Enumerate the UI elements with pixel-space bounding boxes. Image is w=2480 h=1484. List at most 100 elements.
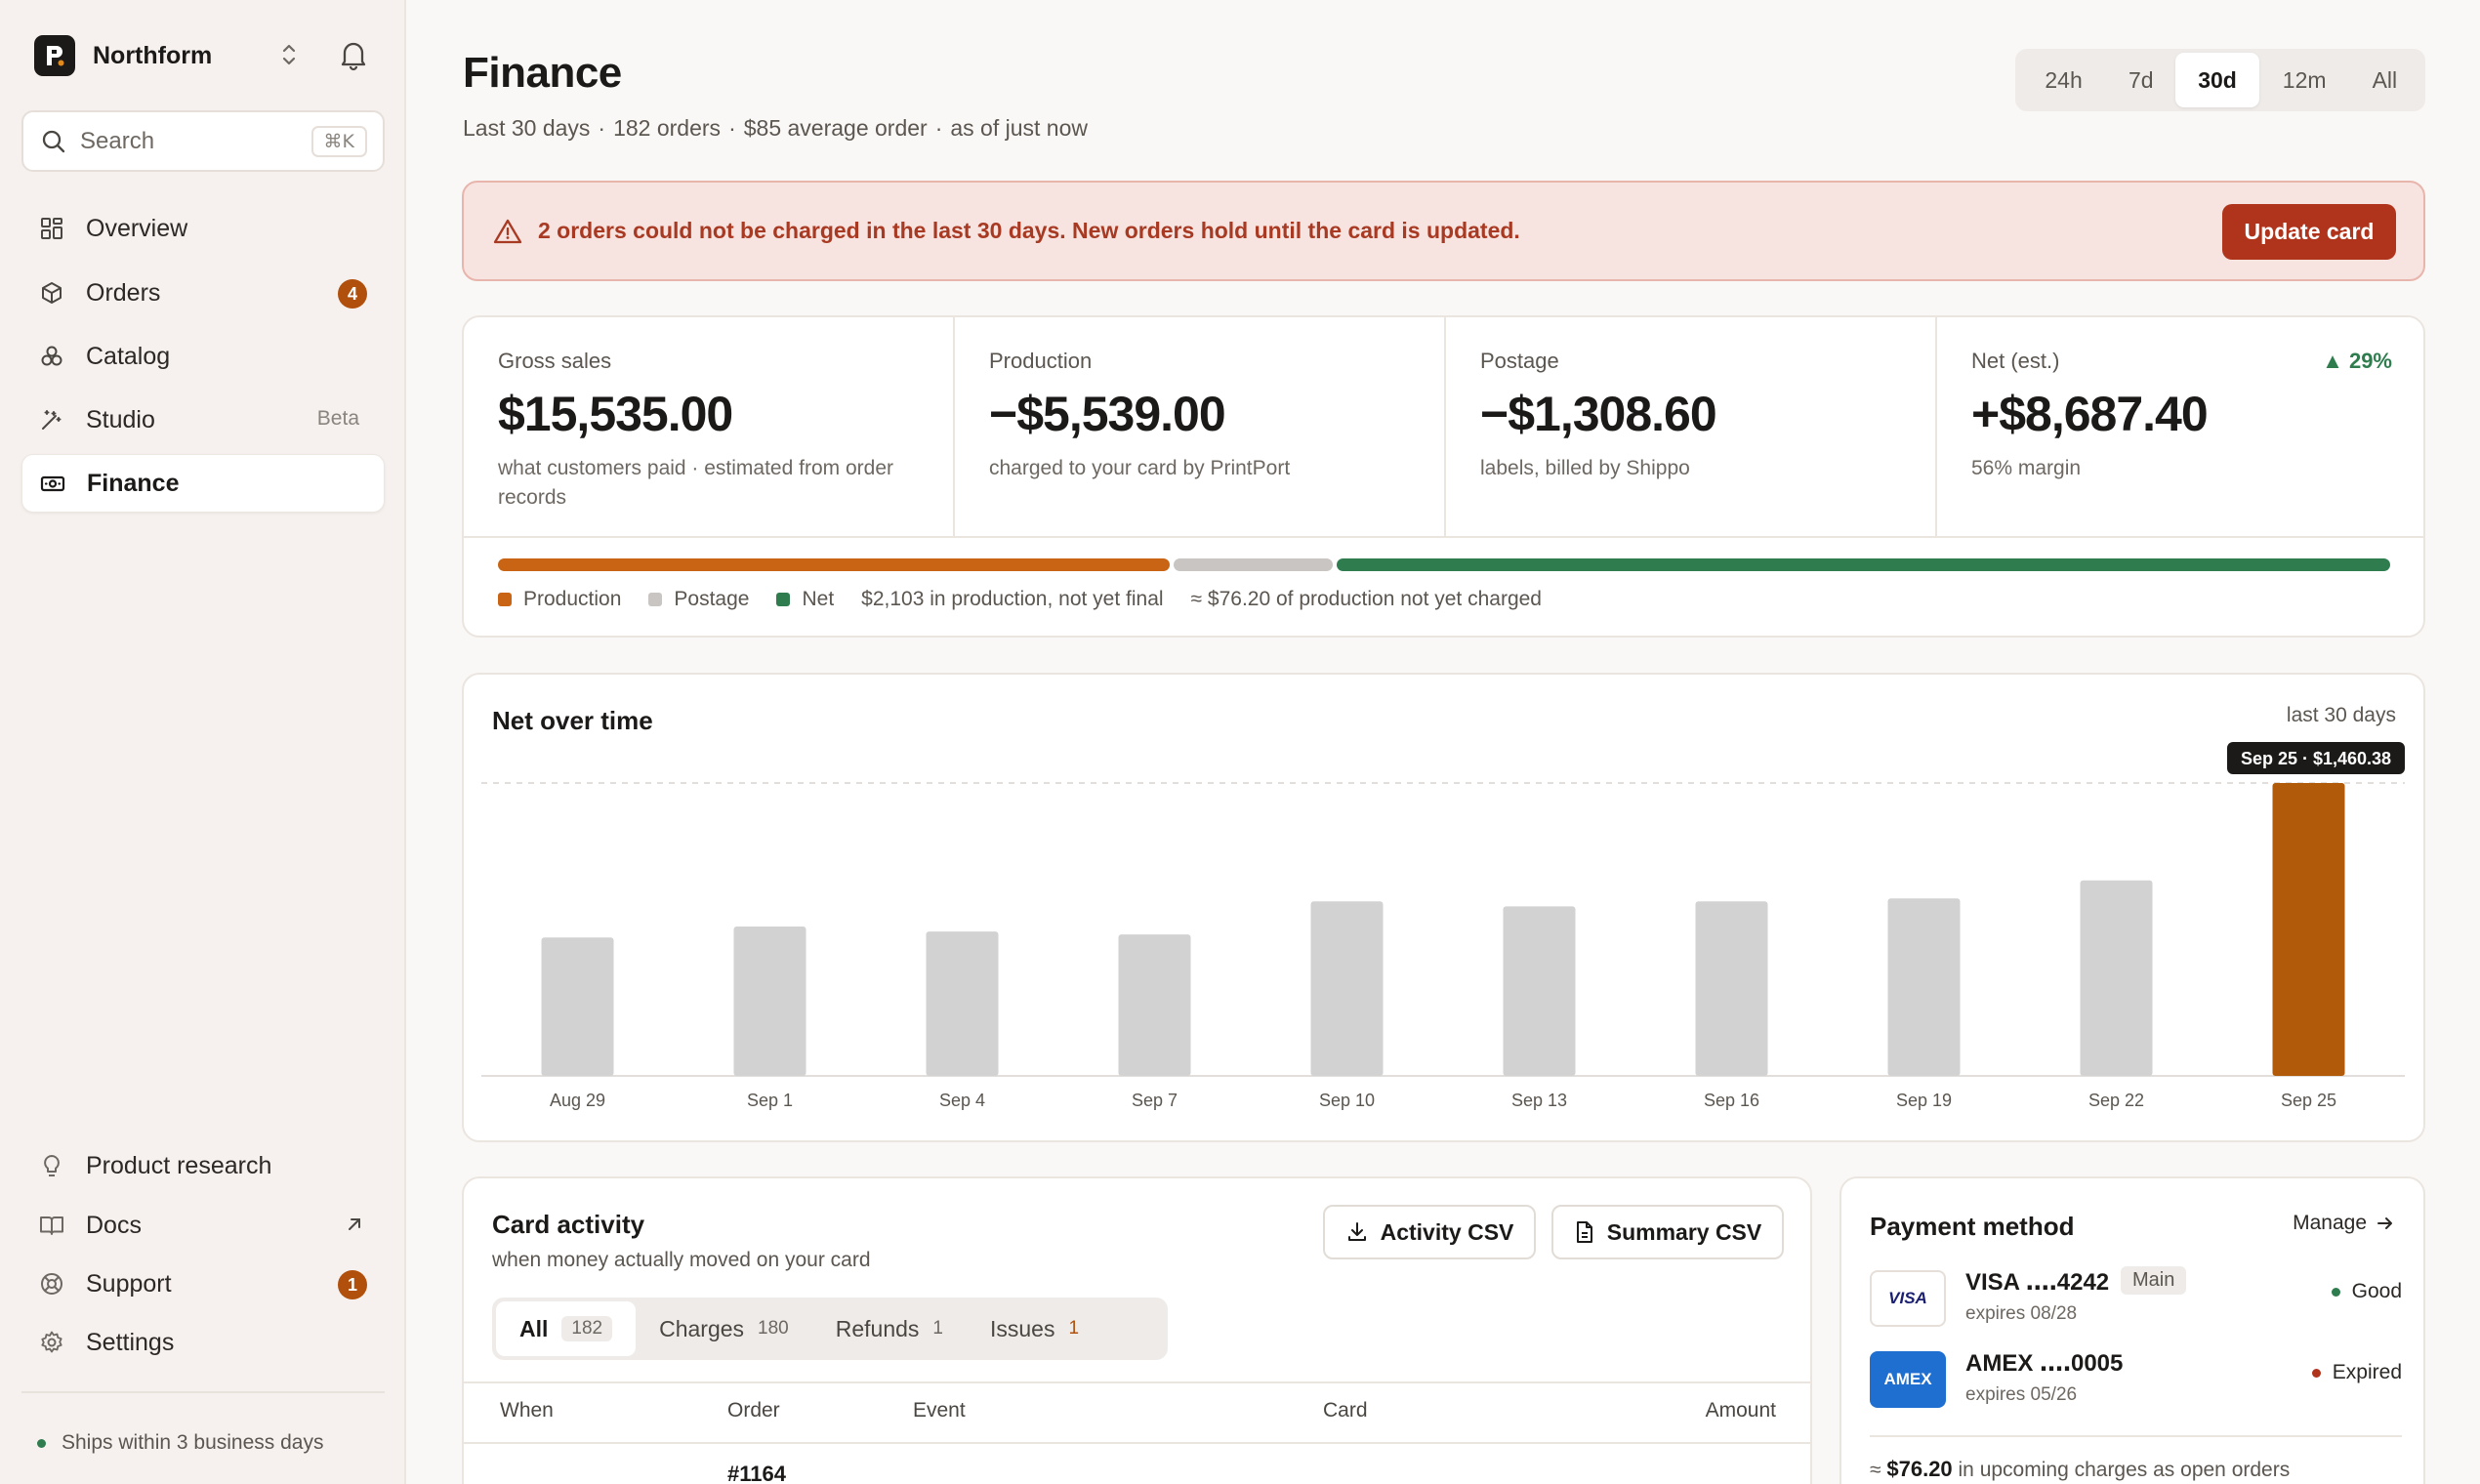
column-header-card[interactable]: Card bbox=[1323, 1399, 1368, 1422]
card-status: Expired bbox=[2311, 1361, 2402, 1384]
bell-icon[interactable] bbox=[336, 37, 371, 72]
x-tick-label: Sep 25 bbox=[2281, 1091, 2336, 1110]
page-subtitle: Last 30 days · 182 orders · $85 average or… bbox=[463, 115, 1088, 142]
ship-status-text: Ships within 3 business days bbox=[62, 1431, 324, 1454]
sidebar-item-label: Finance bbox=[87, 469, 180, 497]
net-change-badge: ▲ 29% bbox=[2322, 349, 2392, 373]
table-rule bbox=[464, 1381, 1810, 1383]
card-name: AMEX ․․․․0005 bbox=[1965, 1350, 2124, 1377]
search-shortcut: ⌘K bbox=[310, 126, 367, 157]
sidebar-item-finance[interactable]: Finance bbox=[21, 454, 385, 513]
card-activity-card: Card activity when money actually moved … bbox=[462, 1176, 1812, 1484]
tab-count: 1 bbox=[932, 1318, 943, 1339]
brand[interactable]: Northform bbox=[34, 35, 212, 76]
column-header-when[interactable]: When bbox=[500, 1399, 554, 1422]
range-toggle: 24h 7d 30d 12m All bbox=[2015, 49, 2425, 111]
range-12m[interactable]: 12m bbox=[2282, 66, 2327, 93]
separator: · bbox=[934, 115, 943, 141]
summary-csv-button[interactable]: Summary CSV bbox=[1551, 1205, 1784, 1259]
column-header-amount[interactable]: Amount bbox=[1705, 1399, 1776, 1422]
order-link[interactable]: #1164 bbox=[727, 1462, 786, 1484]
net-bar-chart: Aug 29 Sep 1 Sep 4 Sep 7 Sep 10 Sep 13 Sep 16 S… bbox=[481, 742, 2405, 1110]
search-input[interactable]: Search ⌘K bbox=[21, 110, 385, 172]
range-24h[interactable]: 24h bbox=[2045, 66, 2083, 93]
split-note-production: $2,103 in production, not yet final bbox=[861, 588, 1164, 610]
subtitle-updated: as of just now bbox=[950, 115, 1089, 141]
column-header-order[interactable]: Order bbox=[727, 1399, 780, 1422]
payment-method-amex[interactable]: AMEX AMEX ․․․․0005 expires 05/26 Expired bbox=[1870, 1349, 2402, 1410]
update-card-button[interactable]: Update card bbox=[2222, 204, 2396, 260]
stats-divider bbox=[464, 536, 2423, 538]
sidebar-item-orders[interactable]: Orders 4 bbox=[21, 264, 385, 322]
chart-bar[interactable] bbox=[2080, 880, 2153, 1076]
legend-swatch bbox=[776, 593, 791, 606]
manage-link[interactable]: Manage bbox=[2293, 1212, 2396, 1235]
page-title: Finance bbox=[463, 49, 622, 97]
range-7d[interactable]: 7d bbox=[2128, 66, 2154, 93]
lightbulb-icon bbox=[37, 1151, 66, 1180]
status-dot bbox=[2311, 1368, 2321, 1378]
sidebar-item-support[interactable]: Support 1 bbox=[21, 1255, 385, 1313]
x-tick-label: Aug 29 bbox=[550, 1091, 605, 1110]
stat-note: what customers paid · estimated from ord… bbox=[498, 457, 893, 509]
chart-title: Net over time bbox=[492, 706, 653, 735]
card-status: Good bbox=[2331, 1280, 2402, 1303]
sidebar-item-settings[interactable]: Settings bbox=[21, 1313, 385, 1372]
payment-alert: 2 orders could not be charged in the las… bbox=[462, 181, 2425, 281]
stats-card: Gross sales $15,535.00 what customers pa… bbox=[462, 315, 2425, 638]
payment-method-visa[interactable]: VISA VISA ․․․․4242 Main expires 08/28 Go… bbox=[1870, 1266, 2402, 1329]
payment-divider bbox=[1870, 1435, 2402, 1437]
chart-bar[interactable] bbox=[1695, 901, 1768, 1076]
wand-icon bbox=[37, 405, 66, 434]
book-icon bbox=[37, 1211, 66, 1240]
activity-title: Card activity bbox=[492, 1210, 645, 1239]
payment-title: Payment method bbox=[1870, 1212, 2075, 1241]
stack-icon bbox=[37, 342, 66, 371]
manage-label: Manage bbox=[2293, 1212, 2367, 1234]
stat-gross-sales: Gross sales $15,535.00 what customers pa… bbox=[464, 317, 955, 536]
x-tick-label: Sep 10 bbox=[1319, 1091, 1375, 1110]
legend-postage: Postage bbox=[648, 588, 749, 611]
subtitle-average: $85 average order bbox=[743, 115, 928, 141]
sidebar-item-label: Overview bbox=[86, 214, 188, 242]
activity-csv-button[interactable]: Activity CSV bbox=[1323, 1205, 1536, 1259]
tab-issues[interactable]: Issues 1 bbox=[967, 1301, 1102, 1356]
chart-bar[interactable] bbox=[2272, 783, 2345, 1076]
tab-charges[interactable]: Charges 180 bbox=[636, 1301, 812, 1356]
chart-bar[interactable] bbox=[541, 937, 614, 1076]
box-icon bbox=[37, 278, 66, 308]
stat-note: charged to your card by PrintPort bbox=[989, 457, 1291, 479]
card-expiry: expires 08/28 bbox=[1965, 1303, 2078, 1324]
chart-bar[interactable] bbox=[1118, 934, 1191, 1076]
range-all[interactable]: All bbox=[2372, 66, 2398, 93]
sidebar-item-product-research[interactable]: Product research bbox=[21, 1136, 385, 1195]
range-30d[interactable]: 30d bbox=[2175, 53, 2259, 107]
chart-bar[interactable] bbox=[733, 926, 806, 1076]
visa-logo-icon: VISA bbox=[1870, 1270, 1946, 1327]
sidebar-item-studio[interactable]: Studio Beta bbox=[21, 391, 385, 449]
chart-bar[interactable] bbox=[1503, 906, 1576, 1076]
x-tick-label: Sep 7 bbox=[1132, 1091, 1178, 1110]
tab-all[interactable]: All 182 bbox=[496, 1301, 637, 1356]
column-header-event[interactable]: Event bbox=[913, 1399, 966, 1422]
sidebar-item-catalog[interactable]: Catalog bbox=[21, 327, 385, 386]
sidebar-item-docs[interactable]: Docs bbox=[21, 1196, 385, 1255]
download-icon bbox=[1347, 1222, 1366, 1241]
stat-label: Net (est.) bbox=[1971, 349, 2060, 373]
tab-label: All bbox=[519, 1315, 549, 1341]
arrow-right-icon bbox=[2377, 1217, 2392, 1229]
payment-method-card: Payment method Manage VISA VISA ․․․․4242… bbox=[1839, 1176, 2425, 1484]
sidebar-item-overview[interactable]: Overview bbox=[21, 199, 385, 258]
chart-bar[interactable] bbox=[1310, 901, 1384, 1076]
split-bar bbox=[498, 558, 2390, 571]
x-tick-label: Sep 13 bbox=[1511, 1091, 1567, 1110]
separator: · bbox=[598, 115, 606, 141]
tab-refunds[interactable]: Refunds 1 bbox=[812, 1301, 967, 1356]
x-tick-label: Sep 4 bbox=[939, 1091, 985, 1110]
status-label: Expired bbox=[2332, 1361, 2402, 1383]
chart-bar[interactable] bbox=[1887, 898, 1961, 1076]
workspace-switch-icon[interactable] bbox=[277, 39, 301, 70]
support-badge: 1 bbox=[338, 1270, 367, 1299]
sidebar-item-label: Product research bbox=[86, 1151, 272, 1179]
chart-bar[interactable] bbox=[926, 931, 999, 1076]
